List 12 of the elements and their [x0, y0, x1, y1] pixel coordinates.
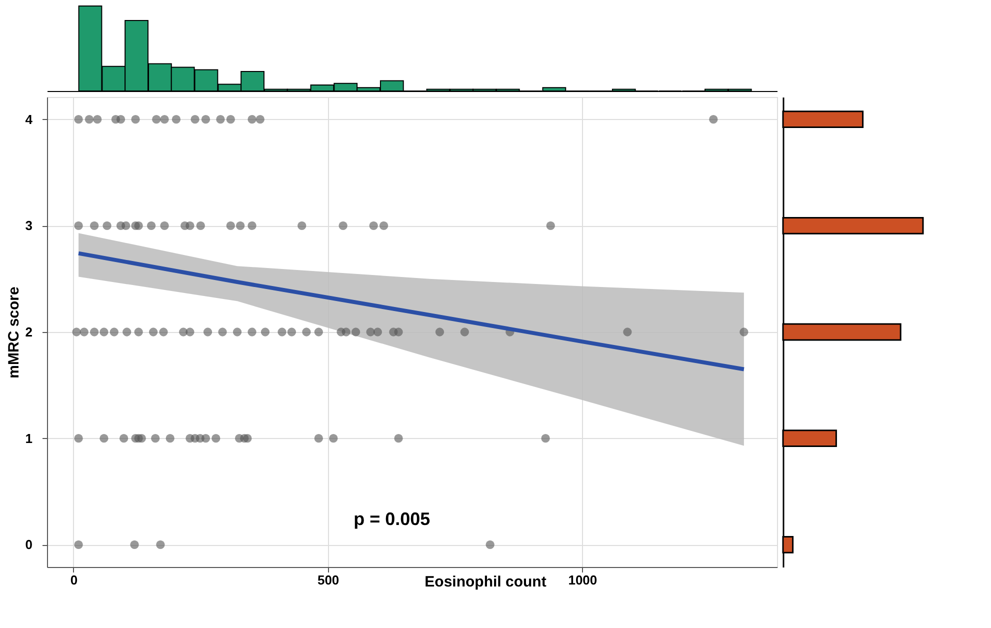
- y-tick-label: 0: [25, 537, 32, 552]
- y-tick-label: 3: [25, 218, 32, 234]
- y-tick-label: 1: [25, 430, 32, 446]
- x-tick-label: 500: [317, 572, 340, 588]
- y-tick-label: 4: [25, 112, 34, 127]
- y-tick-label: 2: [25, 324, 32, 340]
- x-tick-label: 1000: [568, 572, 598, 588]
- x-axis-title: Eosinophil count: [424, 574, 546, 590]
- line-series: [76, 251, 746, 372]
- annotation: p = 0.005: [354, 509, 430, 529]
- x-tick-label: 0: [70, 572, 78, 588]
- y-axis-title: mMRC score: [5, 286, 22, 378]
